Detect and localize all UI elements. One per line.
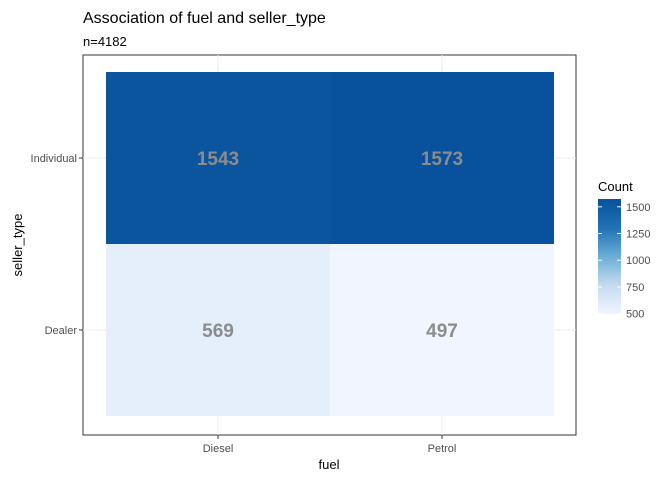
legend-tick-label: 1000: [626, 255, 650, 267]
legend-title: Count: [598, 179, 633, 194]
x-tick-label: Petrol: [428, 443, 457, 455]
cell-labels: 1543 1573 569 497: [197, 149, 463, 342]
chart-subtitle: n=4182: [83, 34, 127, 49]
y-tick-label: Individual: [31, 153, 77, 165]
heatmap-cell-diesel-dealer: [106, 244, 330, 416]
heatmap-cell-petrol-individual: [330, 72, 554, 244]
chart-title: Association of fuel and seller_type: [83, 10, 326, 27]
y-axis-ticks: Dealer Individual: [31, 153, 83, 337]
legend-tick-label: 750: [626, 282, 644, 294]
cell-value-label: 569: [202, 321, 234, 342]
y-tick-label: Dealer: [45, 325, 78, 337]
cell-value-label: 497: [426, 321, 458, 342]
heatmap-cell-petrol-dealer: [330, 244, 554, 416]
legend-ticks: 500 750 1000 1250 1500: [598, 202, 650, 321]
cell-value-label: 1573: [421, 149, 463, 170]
y-axis-title: seller_type: [10, 214, 25, 277]
heatmap-cell-diesel-individual: [106, 72, 330, 244]
x-axis-title: fuel: [319, 457, 340, 472]
cell-value-label: 1543: [197, 149, 239, 170]
legend-colorbar: [598, 199, 621, 314]
color-legend: Count 500 750 1000 1250 1500: [598, 179, 650, 321]
x-axis-ticks: Diesel Petrol: [203, 435, 457, 455]
x-tick-label: Diesel: [203, 443, 234, 455]
legend-tick-label: 1500: [626, 202, 650, 214]
heatmap-cells: [106, 72, 554, 416]
legend-tick-label: 1250: [626, 229, 650, 241]
legend-tick-label: 500: [626, 309, 644, 321]
